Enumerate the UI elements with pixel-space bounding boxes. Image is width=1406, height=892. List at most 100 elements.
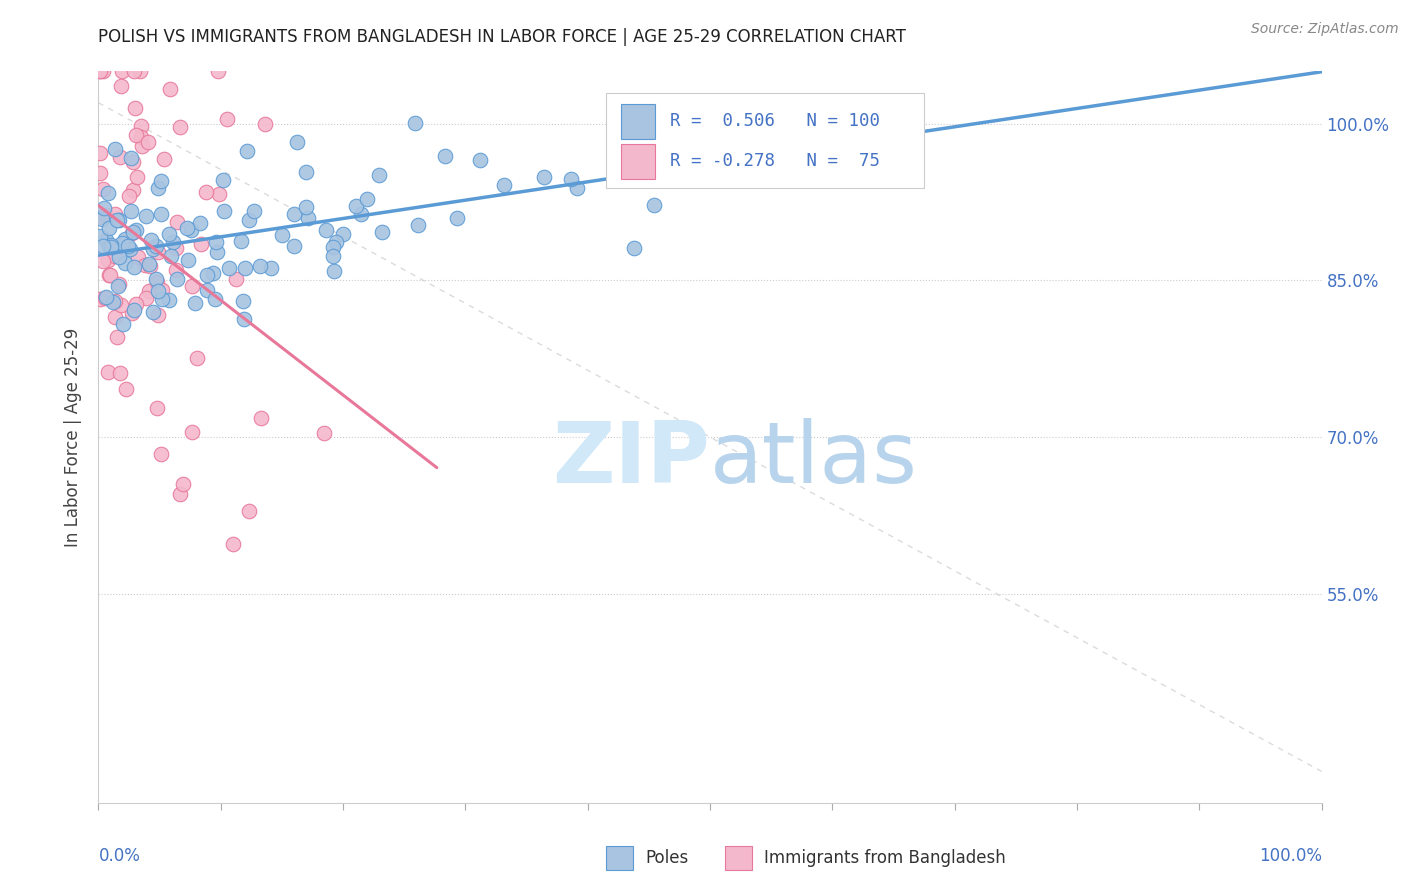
Point [139, 233, 162, 247]
Point [322, 264, 344, 278]
Point [350, 207, 373, 221]
Point [122, 155, 145, 169]
Point [295, 165, 318, 179]
Point [127, 250, 149, 264]
Point [169, 487, 191, 501]
Point [150, 292, 173, 306]
Point [97, 221, 120, 235]
Text: Source: ZipAtlas.com: Source: ZipAtlas.com [1251, 22, 1399, 37]
Point [283, 239, 305, 253]
Point [111, 317, 134, 331]
Point [125, 169, 148, 184]
Point [162, 235, 184, 249]
Point [225, 272, 247, 286]
Point [180, 278, 202, 293]
Point [297, 211, 319, 226]
Point [285, 135, 308, 149]
Point [283, 207, 305, 221]
Point [98, 268, 121, 282]
Point [368, 168, 391, 182]
Point [149, 207, 172, 221]
Text: 100.0%: 100.0% [1258, 847, 1322, 864]
Point [205, 235, 228, 249]
Point [129, 129, 152, 144]
Point [344, 199, 367, 213]
Point [124, 101, 146, 115]
Point [103, 310, 125, 324]
Point [404, 116, 426, 130]
Point [242, 204, 264, 219]
Point [142, 305, 165, 319]
Point [110, 79, 132, 94]
Point [180, 222, 202, 236]
Point [165, 241, 187, 255]
Point [236, 144, 259, 158]
Point [146, 275, 169, 289]
Point [186, 351, 208, 366]
Text: 0.0%: 0.0% [98, 847, 141, 864]
Point [322, 249, 344, 263]
Point [150, 283, 173, 297]
Point [110, 297, 132, 311]
Point [177, 252, 200, 267]
Point [105, 330, 128, 344]
Point [260, 260, 283, 275]
Point [125, 223, 148, 237]
Point [446, 211, 468, 225]
Point [96, 365, 118, 379]
Point [110, 150, 132, 164]
Point [145, 272, 167, 286]
Point [135, 209, 157, 223]
Point [776, 97, 799, 112]
Point [107, 279, 129, 293]
Point [195, 268, 218, 282]
Point [233, 261, 256, 276]
Point [104, 293, 127, 308]
Point [121, 226, 143, 240]
Point [238, 504, 260, 518]
Point [94, 291, 117, 305]
Point [217, 112, 239, 126]
Point [232, 293, 254, 308]
Point [138, 285, 160, 299]
Point [104, 142, 127, 156]
Point [134, 258, 156, 272]
Point [222, 537, 245, 551]
Point [118, 189, 141, 203]
Point [208, 187, 231, 202]
Point [315, 222, 337, 236]
Point [160, 249, 183, 263]
Y-axis label: In Labor Force | Age 25-29: In Labor Force | Age 25-29 [65, 327, 83, 547]
Point [207, 64, 229, 78]
Point [249, 259, 271, 273]
Point [110, 366, 132, 380]
Point [108, 250, 131, 264]
Point [104, 207, 127, 221]
Point [172, 476, 194, 491]
Point [98, 238, 121, 252]
Text: Immigrants from Bangladesh: Immigrants from Bangladesh [763, 848, 1005, 867]
Point [129, 119, 152, 133]
Point [114, 256, 136, 270]
Point [145, 239, 167, 253]
Point [91, 182, 114, 196]
Point [107, 277, 129, 292]
Point [253, 117, 276, 131]
Point [104, 249, 127, 263]
Point [90, 210, 112, 224]
Bar [606, 846, 633, 870]
Point [122, 64, 145, 78]
Point [145, 401, 167, 416]
Point [195, 283, 218, 297]
Point [204, 292, 226, 306]
Point [202, 266, 225, 280]
Point [89, 146, 111, 161]
Point [100, 238, 122, 252]
Point [153, 152, 176, 166]
Text: ZIP: ZIP [553, 417, 710, 500]
Point [139, 259, 162, 273]
Point [107, 212, 129, 227]
Point [295, 201, 318, 215]
Point [165, 263, 187, 277]
Point [322, 240, 344, 254]
